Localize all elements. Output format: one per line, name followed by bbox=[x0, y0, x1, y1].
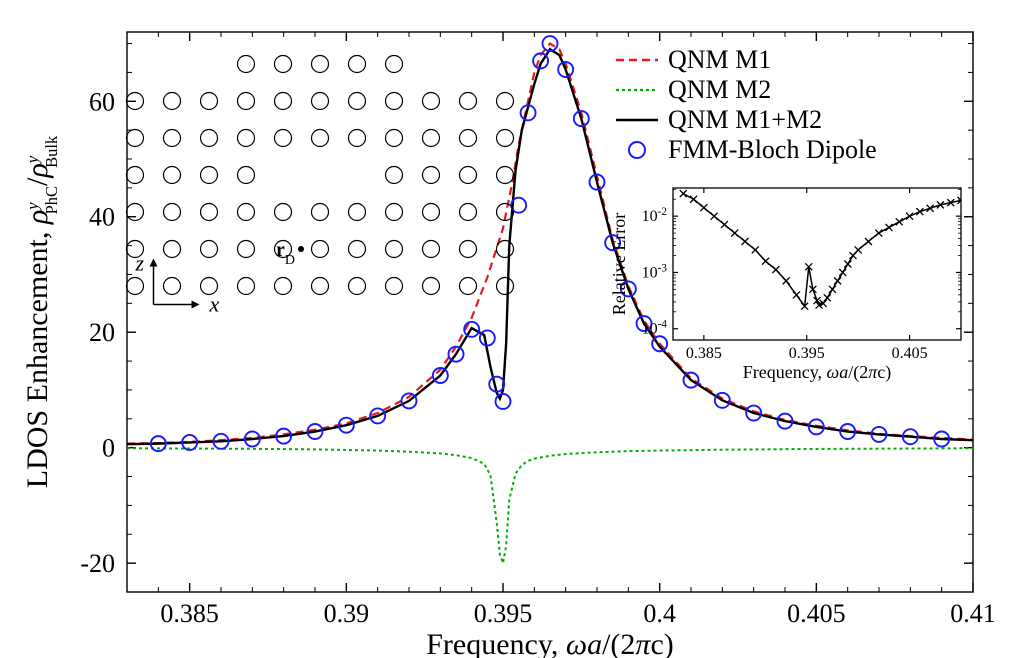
y-tick-label: 40 bbox=[89, 203, 115, 232]
legend: QNM M1QNM M2QNM M1+M2FMM-Bloch Dipole bbox=[616, 45, 877, 164]
lattice-x-label: x bbox=[209, 292, 220, 317]
inset-x-tick: 0.395 bbox=[789, 345, 825, 362]
y-tick-label: 60 bbox=[89, 87, 115, 116]
x-tick-label: 0.395 bbox=[474, 599, 533, 628]
legend-label: QNM M1 bbox=[668, 45, 771, 74]
x-tick-label: 0.41 bbox=[950, 599, 996, 628]
y-tick-label: -20 bbox=[80, 549, 115, 578]
legend-label: QNM M1+M2 bbox=[668, 105, 822, 134]
legend-label: FMM-Bloch Dipole bbox=[668, 135, 877, 164]
x-axis-label: Frequency, ωa/(2πc) bbox=[426, 628, 674, 658]
legend-label: QNM M2 bbox=[668, 75, 771, 104]
inset-x-label: Frequency, ωa/(2πc) bbox=[743, 362, 892, 383]
lattice-diagram: rD z x bbox=[127, 56, 514, 317]
y-tick-label: 20 bbox=[89, 318, 115, 347]
x-tick-label: 0.385 bbox=[160, 599, 219, 628]
dipole-label: rD bbox=[276, 239, 295, 268]
inset-y-tick: 10-2 bbox=[642, 206, 667, 225]
x-tick-label: 0.4 bbox=[643, 599, 676, 628]
inset-plot: 0.385 0.395 0.405 10-2 10-3 10-4 Frequency, ωa… bbox=[609, 188, 965, 383]
y-axis-label: LDOS Enhancement, ρyPhC/ρyBulk bbox=[21, 135, 61, 488]
inset-y-label: Relative Error bbox=[609, 213, 629, 315]
inset-y-tick: 10-3 bbox=[642, 262, 668, 281]
inset-x-tick: 0.385 bbox=[686, 345, 722, 362]
series-m2 bbox=[127, 448, 973, 563]
x-tick-label: 0.39 bbox=[324, 599, 370, 628]
inset-x-tick: 0.405 bbox=[892, 345, 928, 362]
inset-y-tick: 10-4 bbox=[642, 319, 668, 338]
chart-svg: 0.385 0.39 0.395 0.4 0.405 0.41 -20 0 20 40 60 Freq… bbox=[0, 0, 1010, 658]
y-tick-label: 0 bbox=[102, 434, 115, 463]
x-tick-label: 0.405 bbox=[787, 599, 846, 628]
lattice-z-label: z bbox=[135, 251, 145, 276]
